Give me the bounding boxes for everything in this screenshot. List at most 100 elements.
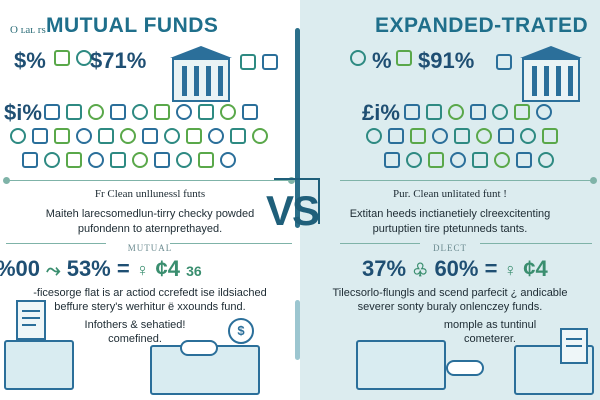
equals-sign: =	[484, 256, 498, 281]
growth-plant-icon: ♧	[412, 260, 429, 280]
expanded-traded-panel: EXPANDED-TRATED % $91% £i%	[300, 0, 600, 400]
calculator-icon	[404, 104, 420, 120]
center-divider	[295, 28, 300, 228]
check-icon	[252, 128, 268, 144]
monitor-illustration	[514, 345, 594, 395]
folder-icon	[388, 128, 404, 144]
stat-value: %00	[0, 256, 41, 281]
icon-row-top	[54, 50, 92, 66]
document-icon	[240, 54, 256, 70]
icon-row-lower	[10, 128, 268, 144]
calculator-icon	[44, 104, 60, 120]
panel-description: Maiteh larecsomedlun-tirry checky powded…	[0, 207, 300, 237]
lightbulb-icon: ♀	[135, 260, 150, 280]
icon-row-top-right	[240, 54, 278, 70]
stat-divider-right	[480, 243, 592, 244]
currency-symbol: $i%	[4, 100, 42, 125]
icon-row-top-mid	[496, 54, 512, 70]
handshake-icon	[520, 128, 536, 144]
piggy-bank-icon	[186, 128, 202, 144]
arrows-icon	[44, 152, 60, 168]
document-illustration	[16, 300, 46, 340]
percentage-symbol: $91%	[418, 48, 475, 73]
search-icon	[76, 128, 92, 144]
icon-row-bottom	[384, 152, 554, 168]
target-icon	[536, 104, 552, 120]
bar-chart-icon	[428, 152, 444, 168]
icon-row-top	[396, 50, 412, 66]
caption-line: Infothers & sehatied!	[84, 319, 186, 331]
bottom-line: -ficesorge flat is ar actiod ccrefedt is…	[33, 287, 267, 299]
stats-row: %00 ⤳ 53% = ♀ ¢4 36	[0, 256, 202, 282]
bottom-line: Tilecsorlo-flungls and scend parfecit ¿ …	[332, 287, 568, 299]
lock-icon	[142, 128, 158, 144]
clock-icon	[88, 104, 104, 120]
percentage-symbol: $71%	[90, 48, 147, 73]
bottom-line: beffure stery's werhitur ë xxounds fund.	[54, 301, 246, 313]
coin-icon	[492, 104, 508, 120]
bar-chart-icon	[66, 152, 82, 168]
caption-line: comefined.	[108, 333, 162, 345]
building-icon	[154, 152, 170, 168]
target-icon	[176, 104, 192, 120]
pie-chart-icon	[410, 128, 426, 144]
chart-bars-icon	[396, 50, 412, 66]
icon-row-middle	[404, 104, 552, 120]
dollar-percent-symbol: $%	[14, 48, 46, 73]
caption-line: momple as tuntinul	[443, 319, 537, 331]
panel-subheading: Pur. Clean unlitated funt !	[393, 188, 507, 200]
clock-icon	[448, 104, 464, 120]
section-divider	[3, 177, 295, 184]
laptop-illustration	[356, 340, 446, 390]
icon-row-lower	[366, 128, 558, 144]
description-line: Extitan heeds inctianetiely clreexcitent…	[349, 208, 551, 220]
shield-icon	[242, 104, 258, 120]
icon-row-top-left	[350, 50, 366, 66]
panel-bottom-text: -ficesorge flat is ar actiod ccrefedt is…	[0, 286, 300, 314]
stat-value: ¢4	[155, 256, 180, 281]
icon-row-bottom	[22, 152, 236, 168]
stat-divider-right	[170, 243, 292, 244]
panel-caption: Infothers & sehatied! comefined.	[60, 318, 210, 346]
stats-label: MUTUAL	[127, 243, 173, 253]
handshake-icon	[164, 128, 180, 144]
lightbulb-icon	[476, 128, 492, 144]
people-icon	[514, 104, 530, 120]
calendar-icon	[98, 128, 114, 144]
star-icon	[208, 128, 224, 144]
building-icon	[516, 152, 532, 168]
wallet-icon	[426, 104, 442, 120]
panel-title: MUTUAL FUNDS	[46, 14, 219, 37]
panel-title: EXPANDED-TRATED	[375, 14, 589, 37]
document-illustration	[560, 328, 588, 364]
globe-icon	[366, 128, 382, 144]
bank-icon	[520, 46, 582, 102]
equals-sign: =	[116, 256, 130, 281]
document-icon	[496, 54, 512, 70]
stat-value: 37%	[362, 256, 407, 281]
bank-icon	[170, 46, 232, 102]
briefcase-icon	[198, 104, 214, 120]
vs-bracket	[274, 178, 320, 224]
people-icon	[154, 104, 170, 120]
chart-icon: ⤳	[46, 260, 61, 280]
panel-description: Extitan heeds inctianetiely clreexcitent…	[300, 207, 600, 237]
description-line: Maiteh larecsomedlun-tirry checky powded	[45, 208, 255, 220]
bottom-line: severer sonty buraly onlenczey funds.	[357, 301, 543, 313]
section-divider	[340, 177, 597, 184]
gear-icon	[450, 152, 466, 168]
chart-bars-icon	[54, 50, 70, 66]
settings-icon	[350, 50, 366, 66]
puzzle-icon	[220, 152, 236, 168]
mutual-funds-panel: O ʟaʟ rs MUTUAL FUNDS $% $71% $i%	[0, 14, 300, 395]
card-icon	[472, 152, 488, 168]
pie-chart-icon	[54, 128, 70, 144]
card-icon	[110, 152, 126, 168]
stat-value-small: 36	[186, 263, 202, 279]
scale-icon	[538, 152, 554, 168]
description-line: pufondenn to aternprethayed.	[77, 223, 223, 235]
icon-row-middle	[44, 104, 258, 120]
wallet-icon	[66, 104, 82, 120]
gear-icon	[88, 152, 104, 168]
versus-label: VS	[266, 187, 320, 234]
